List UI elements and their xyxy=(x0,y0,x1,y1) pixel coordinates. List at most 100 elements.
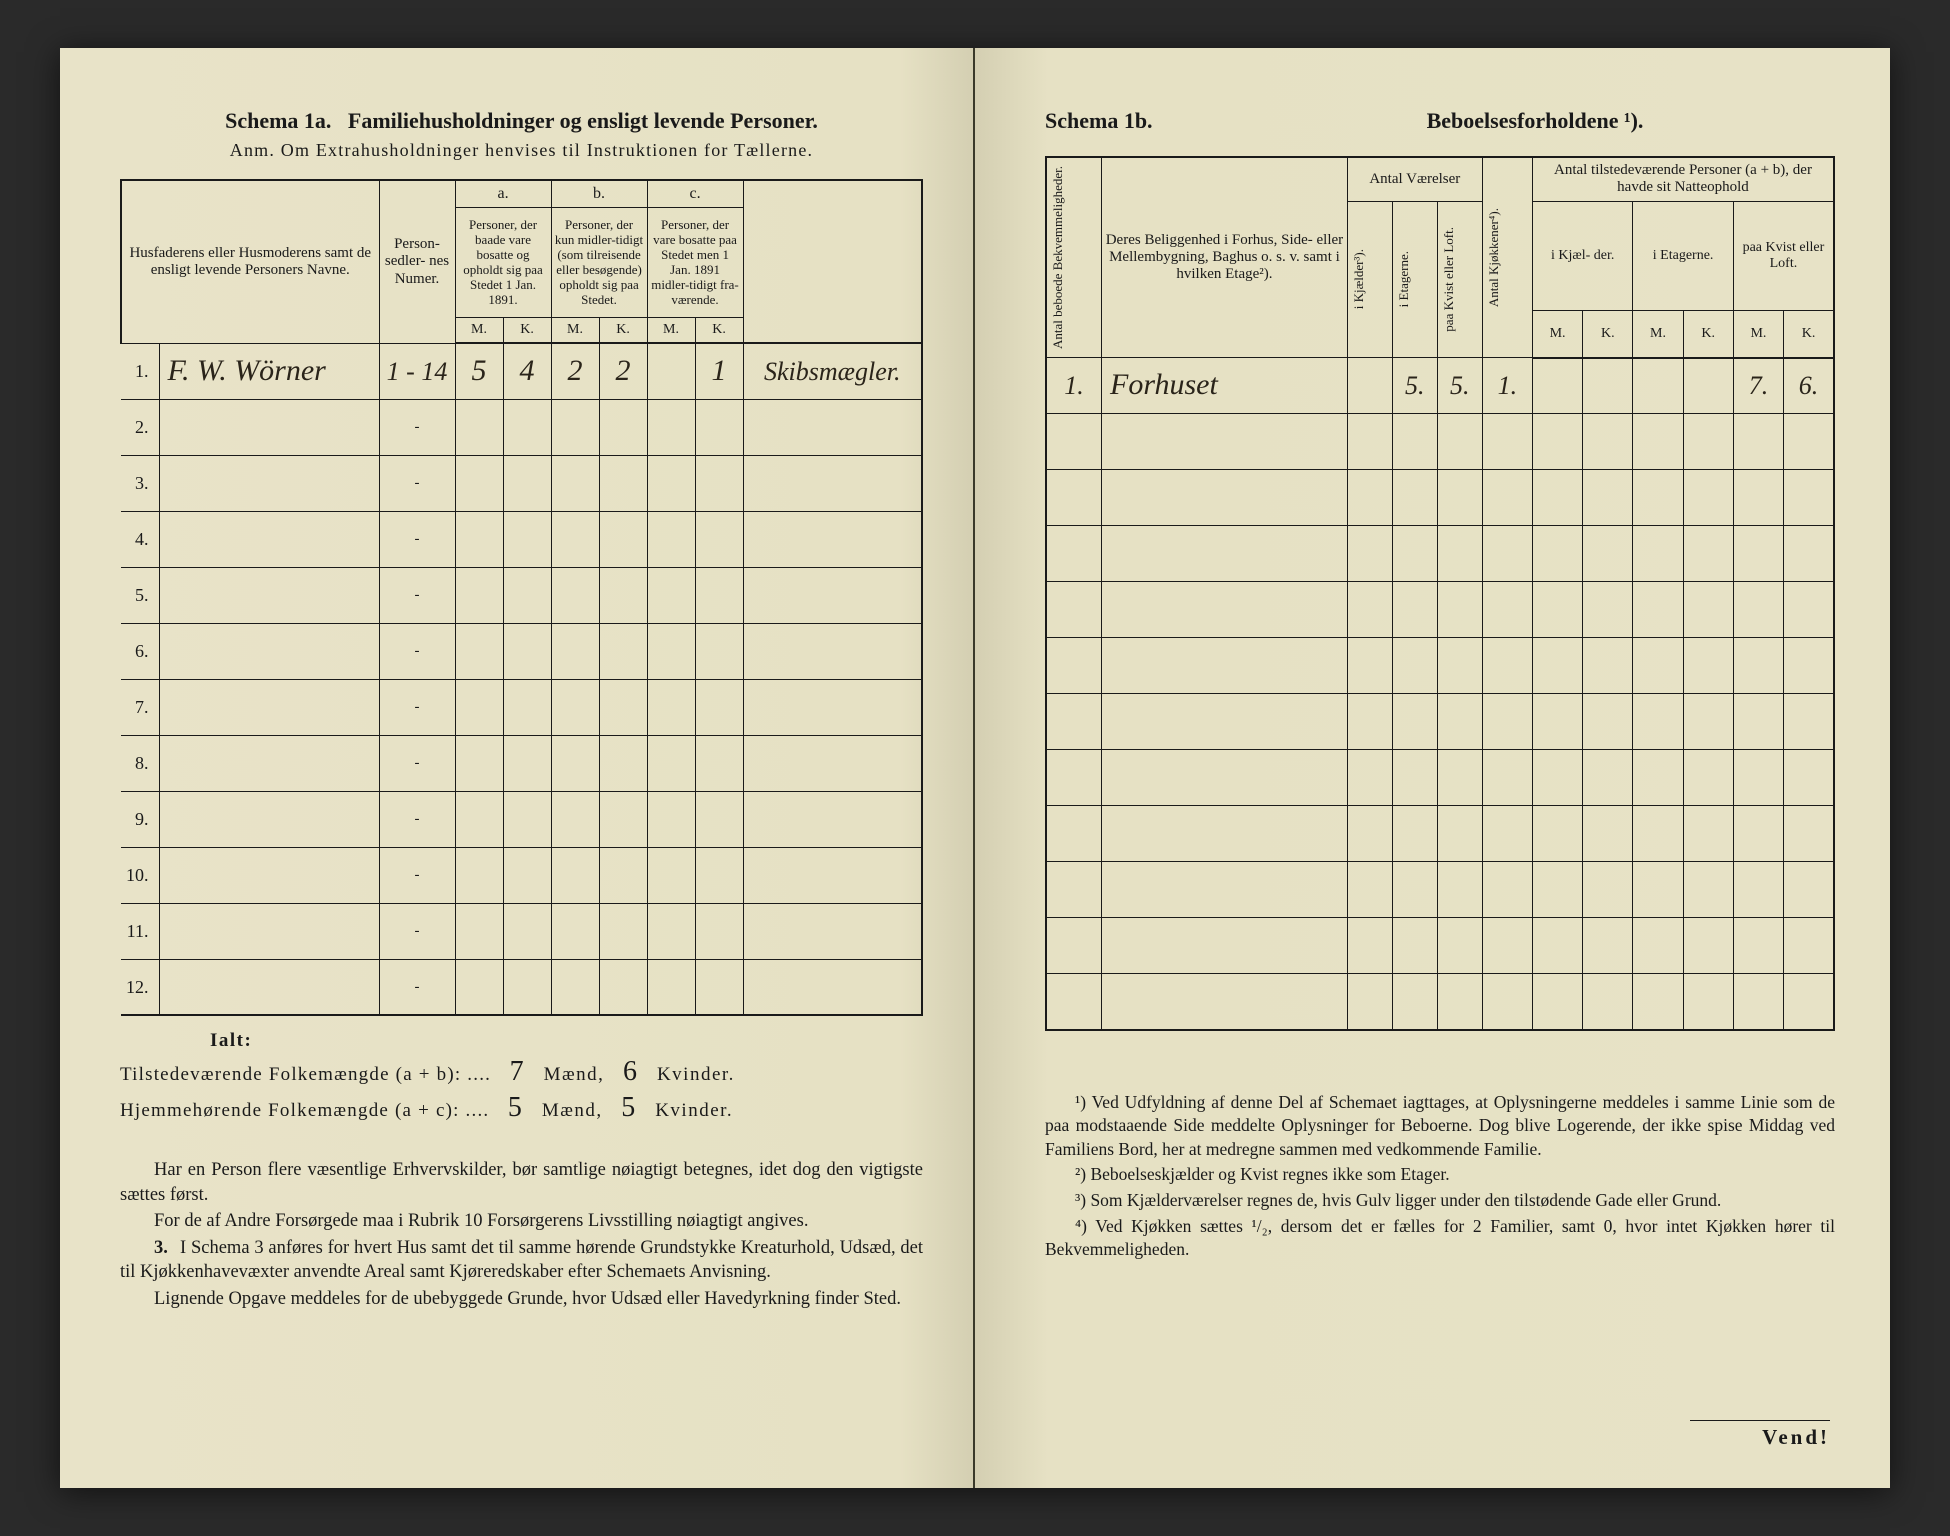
r-c2 xyxy=(1102,750,1348,806)
row-aK xyxy=(503,847,551,903)
r-p3K xyxy=(1784,638,1834,694)
row-numer: - xyxy=(379,399,455,455)
hdr-a-text: Personer, der baade vare bosatte og opho… xyxy=(455,208,551,318)
hdr-bekv: Antal beboede Bekvemmeligheder. xyxy=(1050,162,1066,353)
r-p2M xyxy=(1633,862,1683,918)
t2-end: Kvinder. xyxy=(655,1100,733,1121)
table-row: 4.- xyxy=(121,511,922,567)
r-c1 xyxy=(1046,806,1102,862)
r-rB xyxy=(1392,638,1437,694)
r-rC xyxy=(1437,526,1482,582)
table-row xyxy=(1046,918,1834,974)
r-p2M xyxy=(1633,750,1683,806)
row-numer: - xyxy=(379,735,455,791)
r-p2M xyxy=(1633,526,1683,582)
row-bM xyxy=(551,455,599,511)
row-bM xyxy=(551,623,599,679)
r-p3M xyxy=(1733,638,1783,694)
r-p1K xyxy=(1583,470,1633,526)
schema-1b-label: Schema 1b. xyxy=(1045,108,1235,134)
row-bM xyxy=(551,847,599,903)
r-p3K xyxy=(1784,862,1834,918)
r-p1K xyxy=(1583,414,1633,470)
totals-block: Ialt: Tilstedeværende Folkemængde (a + b… xyxy=(120,1030,923,1124)
r-p3K: 6. xyxy=(1784,358,1834,414)
t1-k: 6 xyxy=(611,1056,651,1088)
r-p1M xyxy=(1532,918,1582,974)
r-rB xyxy=(1392,918,1437,974)
r-rA xyxy=(1347,918,1392,974)
r-rA xyxy=(1347,470,1392,526)
hdr-c: c. xyxy=(647,180,743,208)
table-row: 7.- xyxy=(121,679,922,735)
r-p2K xyxy=(1683,582,1733,638)
hdr-names: Husfaderens eller Husmoderens samt de en… xyxy=(121,180,379,343)
hdr-blank xyxy=(743,180,922,343)
row-num: 7. xyxy=(121,679,159,735)
row-cK: 1 xyxy=(695,343,743,399)
row-cM xyxy=(647,959,695,1015)
r-c1 xyxy=(1046,974,1102,1030)
table-row: 11.- xyxy=(121,903,922,959)
r-c1 xyxy=(1046,694,1102,750)
r-rC xyxy=(1437,414,1482,470)
row-note xyxy=(743,399,922,455)
row-cK xyxy=(695,399,743,455)
row-num: 8. xyxy=(121,735,159,791)
r-p1K xyxy=(1583,918,1633,974)
row-bK xyxy=(599,455,647,511)
r-kit xyxy=(1482,582,1532,638)
row-note xyxy=(743,567,922,623)
r-c2 xyxy=(1102,974,1348,1030)
fn2: ²) Beboelseskjælder og Kvist regnes ikke… xyxy=(1045,1163,1835,1187)
row-cK xyxy=(695,623,743,679)
fn1: ¹) Ved Udfyldning af denne Del af Schema… xyxy=(1045,1091,1835,1162)
table-1b-body: 1.Forhuset5.5.1.7.6. xyxy=(1046,358,1834,1030)
table-1a-head: Husfaderens eller Husmoderens samt de en… xyxy=(121,180,922,343)
hdr-rB: i Etagerne. xyxy=(1396,247,1412,311)
row-aM xyxy=(455,735,503,791)
r-p3M: 7. xyxy=(1733,358,1783,414)
hdr-rC: paa Kvist eller Loft. xyxy=(1441,223,1457,336)
row-numer: - xyxy=(379,567,455,623)
row-aM: 5 xyxy=(455,343,503,399)
t2-k: 5 xyxy=(609,1092,649,1124)
table-row xyxy=(1046,582,1834,638)
r-c2 xyxy=(1102,638,1348,694)
row-numer: 1 - 14 xyxy=(379,343,455,399)
r-p2M xyxy=(1633,694,1683,750)
row-num: 2. xyxy=(121,399,159,455)
r-kit xyxy=(1482,862,1532,918)
r-p2M xyxy=(1633,582,1683,638)
hdr-b-text: Personer, der kun midler-tidigt (som til… xyxy=(551,208,647,318)
row-name xyxy=(159,735,379,791)
row-note xyxy=(743,903,922,959)
r-rB xyxy=(1392,526,1437,582)
r-p3M xyxy=(1733,862,1783,918)
row-aK xyxy=(503,623,551,679)
r-p1K xyxy=(1583,638,1633,694)
t2-mid: Mænd, xyxy=(542,1100,603,1121)
row-cK xyxy=(695,903,743,959)
hdr-bM: M. xyxy=(551,318,599,344)
r-rA xyxy=(1347,862,1392,918)
r-p2K xyxy=(1683,750,1733,806)
row-bK xyxy=(599,791,647,847)
r-rB: 5. xyxy=(1392,358,1437,414)
row-num: 12. xyxy=(121,959,159,1015)
row-cK xyxy=(695,679,743,735)
r-c1: 1. xyxy=(1046,358,1102,414)
row-num: 11. xyxy=(121,903,159,959)
r-c1 xyxy=(1046,750,1102,806)
r-p1K xyxy=(1583,806,1633,862)
row-cK xyxy=(695,511,743,567)
r-kit: 1. xyxy=(1482,358,1532,414)
row-cM xyxy=(647,679,695,735)
r-p2K xyxy=(1683,918,1733,974)
r-p1K xyxy=(1583,526,1633,582)
row-name xyxy=(159,903,379,959)
r-p1M xyxy=(1532,358,1582,414)
row-num: 10. xyxy=(121,847,159,903)
r-p3M xyxy=(1733,918,1783,974)
table-row xyxy=(1046,862,1834,918)
